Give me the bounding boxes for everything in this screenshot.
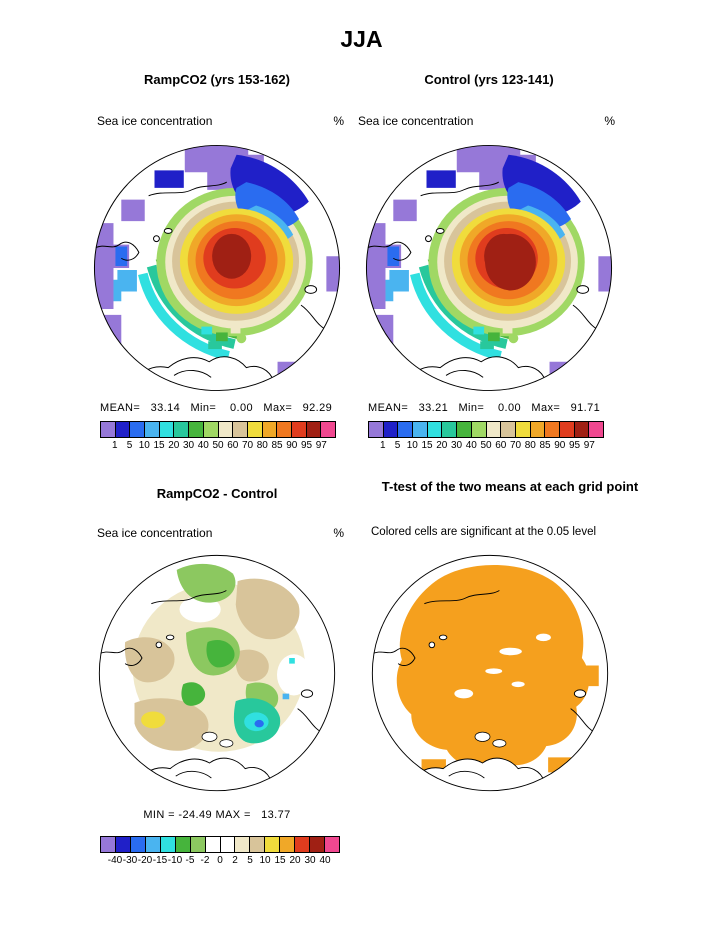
difference-stats: MIN = -24.49 MAX = 13.77	[143, 809, 291, 821]
control-colorbar: 1 5 10 15 20 30 40 50 60 70 80 85 90 95 97	[368, 421, 604, 451]
difference-unit-label: %	[333, 526, 344, 540]
rampco2-colorbar: 1 5 10 15 20 30 40 50 60 70 80 85 90 95 97	[100, 421, 336, 451]
panel-title-control: Control (yrs 123-141)	[424, 72, 554, 87]
rampco2-map	[92, 143, 342, 393]
control-variable-label: Sea ice concentration	[358, 114, 474, 128]
rampco2-map-svg	[92, 143, 342, 393]
difference-map-svg	[97, 553, 337, 793]
panel-title-difference: RampCO2 - Control	[156, 486, 278, 501]
ttest-map-svg	[370, 553, 610, 793]
control-stats: MEAN= 33.21 Min= 0.00 Max= 91.71	[368, 402, 601, 414]
control-map-svg	[364, 143, 614, 393]
difference-colorbar: -40 -30 -20 -15 -10 -5 -2 0 2 5 10 15 20 30 40	[100, 836, 340, 866]
figure-title: JJA	[340, 26, 383, 52]
ttest-map	[370, 553, 610, 793]
rampco2-unit-label: %	[333, 114, 344, 128]
control-map	[364, 143, 614, 393]
panel-title-rampco2: RampCO2 (yrs 153-162)	[144, 72, 290, 87]
difference-map	[97, 553, 337, 793]
difference-variable-label: Sea ice concentration	[97, 526, 213, 540]
control-unit-label: %	[604, 114, 615, 128]
panel-title-ttest: T-test of the two means at each grid poi…	[381, 479, 639, 494]
rampco2-variable-label: Sea ice concentration	[97, 114, 213, 128]
rampco2-stats: MEAN= 33.14 Min= 0.00 Max= 92.29	[100, 402, 333, 414]
ttest-significance-note: Colored cells are significant at the 0.0…	[371, 526, 597, 538]
